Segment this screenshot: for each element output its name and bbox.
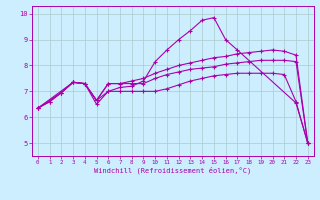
X-axis label: Windchill (Refroidissement éolien,°C): Windchill (Refroidissement éolien,°C) [94, 167, 252, 174]
